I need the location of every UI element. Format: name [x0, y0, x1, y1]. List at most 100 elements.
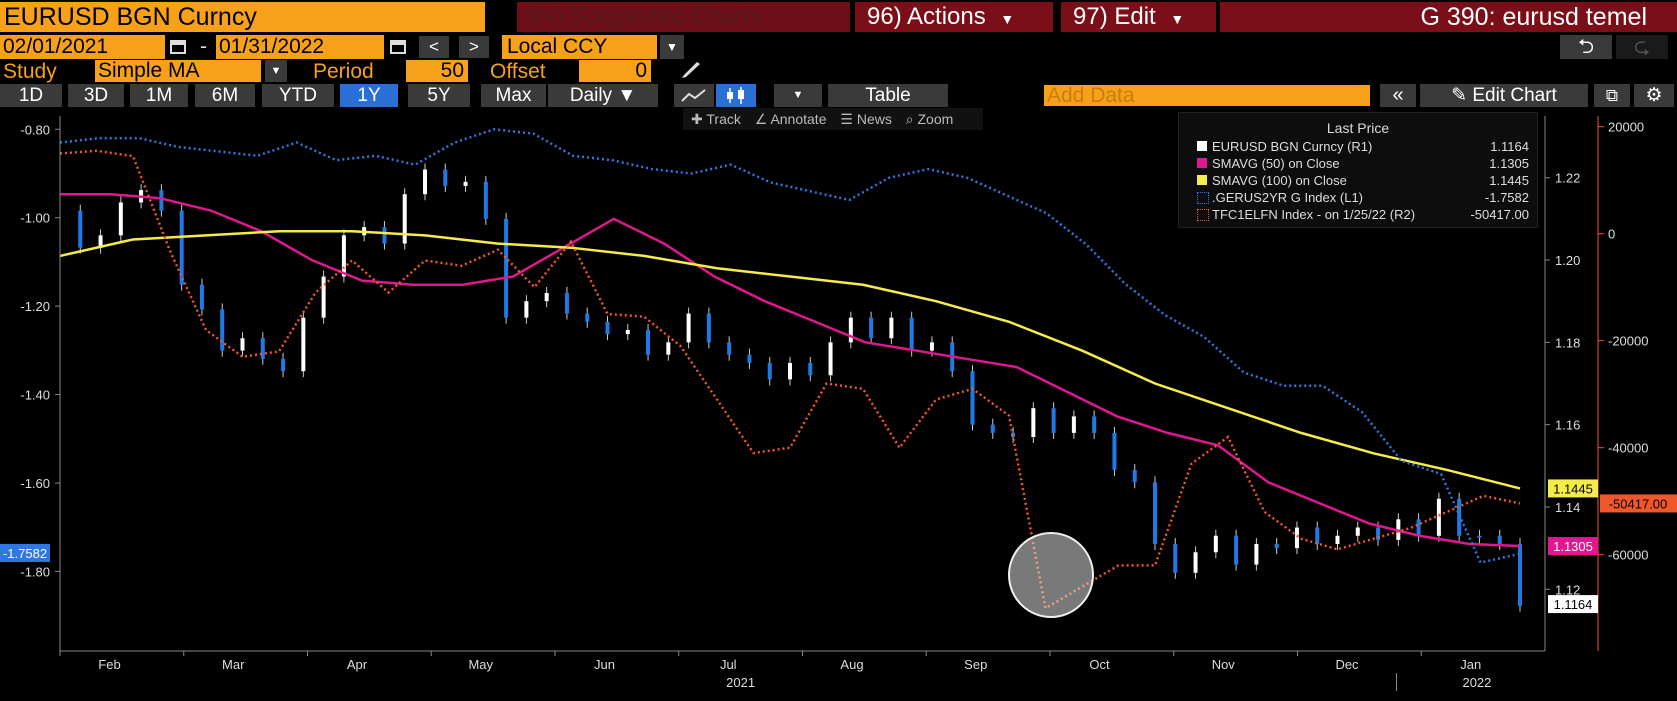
- range-button-1y[interactable]: 1Y: [340, 84, 398, 107]
- highlight-circle: [1008, 532, 1094, 618]
- range-bar: 1D 3D 1M 6M YTD 1Y 5Y Max Daily ▼ ▼ Table Add D…: [0, 84, 1677, 107]
- calendar-icon[interactable]: [168, 37, 190, 57]
- frequency-select[interactable]: Daily ▼: [548, 84, 658, 107]
- legend-entry[interactable]: TFC1ELFN Index - on 1/25/22 (R2) -50417.0…: [1179, 206, 1537, 223]
- header-bar: EURUSD BGN Curncy 94) Suggested Charts 9…: [0, 0, 1677, 34]
- chart-title: G 390: eurusd temel: [1220, 2, 1677, 32]
- next-period-button[interactable]: >: [459, 36, 489, 58]
- calendar-icon[interactable]: [388, 37, 410, 57]
- legend-entry[interactable]: SMAVG (50) on Close 1.1305: [1179, 155, 1537, 172]
- pencil-icon[interactable]: [678, 60, 704, 82]
- end-date-input[interactable]: 01/31/2022: [216, 35, 384, 59]
- legend-name: EURUSD BGN Curncy (R1): [1212, 139, 1373, 154]
- edit-chart-button[interactable]: ✎ Edit Chart: [1420, 84, 1588, 107]
- candlestick-icon[interactable]: [716, 84, 756, 107]
- line-chart-icon[interactable]: [674, 84, 714, 107]
- legend-value: 1.1164: [1490, 139, 1529, 154]
- magnifier-icon: ⌕: [905, 111, 914, 127]
- range-button-1m[interactable]: 1M: [130, 84, 188, 107]
- x-tick-label: Jul: [720, 657, 737, 672]
- sma100-value-marker: 1.1445: [1548, 479, 1598, 498]
- x-tick-label: Apr: [347, 657, 368, 672]
- candle-body: [625, 330, 630, 335]
- period-input[interactable]: 50: [406, 60, 468, 82]
- candle-body: [1457, 498, 1462, 536]
- legend-value: -1.7582: [1484, 190, 1529, 205]
- actions-menu[interactable]: 96) Actions ▼: [855, 2, 1053, 32]
- left-tick-label: -1.40: [20, 388, 50, 403]
- legend-swatch: [1197, 175, 1207, 185]
- range-button-1d[interactable]: 1D: [0, 84, 62, 107]
- range-button-6m[interactable]: 6M: [195, 84, 255, 107]
- add-data-input[interactable]: Add Data: [1044, 85, 1370, 106]
- collapse-icon[interactable]: «: [1380, 84, 1416, 107]
- candle-body: [1193, 552, 1198, 573]
- prev-period-button[interactable]: <: [419, 36, 449, 58]
- annotate-button[interactable]: ∠ Annotate: [755, 111, 831, 127]
- right1-tick-label: 1.18: [1555, 335, 1580, 350]
- pencil-icon: ✎: [1451, 85, 1468, 106]
- candle-body: [666, 342, 671, 355]
- track-button[interactable]: ✚ Track: [691, 111, 745, 127]
- zoom-button[interactable]: ⌕ Zoom: [906, 111, 954, 127]
- range-button-5y[interactable]: 5Y: [408, 84, 470, 107]
- study-select[interactable]: Simple MA: [95, 60, 261, 82]
- news-icon: ☰: [840, 111, 853, 127]
- range-button-max[interactable]: Max: [481, 84, 546, 107]
- candle-body: [301, 317, 306, 372]
- left-value-marker-text: -1.7582: [3, 546, 47, 561]
- legend-swatch: [1197, 209, 1209, 221]
- start-date-input[interactable]: 02/01/2021: [0, 35, 165, 59]
- price-chart[interactable]: -0.80 -1.00 -1.20 -1.40 -1.60 -1.80 1.22 1.20 1.…: [0, 111, 1677, 701]
- candle-body: [402, 194, 407, 244]
- edit-menu[interactable]: 97) Edit ▼: [1061, 2, 1216, 32]
- period-label: Period: [313, 60, 374, 83]
- date-separator: -: [200, 35, 207, 58]
- redo-button[interactable]: ⮎: [1616, 35, 1668, 59]
- news-label: News: [856, 111, 892, 127]
- x-tick-label: Jan: [1460, 657, 1481, 672]
- currency-select[interactable]: Local CCY: [502, 35, 657, 59]
- chevron-down-icon[interactable]: ▼: [660, 35, 684, 59]
- legend-entry[interactable]: SMAVG (100) on Close 1.1445: [1179, 172, 1537, 189]
- candle-body: [889, 317, 894, 339]
- candle-body: [463, 181, 468, 186]
- gear-icon[interactable]: ⚙: [1634, 84, 1674, 107]
- right1-tick-label: 1.22: [1555, 171, 1580, 186]
- candle-body: [1071, 416, 1076, 433]
- security-field[interactable]: EURUSD BGN Curncy: [0, 2, 485, 32]
- chart-style-icon[interactable]: ⧉: [1594, 84, 1630, 107]
- right2-tick-label: -60000: [1608, 548, 1648, 563]
- candle-body: [1254, 544, 1259, 565]
- legend-entry[interactable]: .GERUS2YR G Index (L1) -1.7582: [1179, 189, 1537, 206]
- candle-body: [524, 301, 529, 318]
- range-button-ytd[interactable]: YTD: [262, 84, 334, 107]
- legend-entry[interactable]: EURUSD BGN Curncy (R1) 1.1164: [1179, 138, 1537, 155]
- legend-title: Last Price: [1326, 120, 1390, 136]
- x-tick-label: Dec: [1335, 657, 1359, 672]
- right1-tick-label: 1.12: [1555, 582, 1580, 597]
- news-button[interactable]: ☰ News: [840, 111, 895, 127]
- candle-body: [1051, 408, 1056, 433]
- candle-body: [179, 210, 184, 285]
- suggested-charts-button[interactable]: 94) Suggested Charts: [517, 2, 850, 32]
- candle-body: [1092, 416, 1097, 433]
- study-bar: Study Simple MA ▼ Period 50 Offset 0: [0, 60, 1677, 83]
- series-line-smavg-50-on-close: [60, 192, 1521, 548]
- table-button[interactable]: Table: [828, 84, 948, 107]
- chevron-down-icon[interactable]: ▼: [774, 84, 822, 107]
- candle-body: [78, 210, 83, 248]
- right2-tick-label: 0: [1608, 227, 1615, 242]
- undo-button[interactable]: ⮌: [1560, 35, 1612, 59]
- candle-body: [1416, 519, 1421, 536]
- edit-chart-label: Edit Chart: [1472, 85, 1557, 106]
- candle-body: [483, 181, 488, 219]
- range-button-3d[interactable]: 3D: [68, 84, 124, 107]
- series-line-tfc1elfn-index: [59, 149, 1521, 611]
- r2-value-marker: -50417.00: [1600, 494, 1677, 513]
- chevron-down-icon[interactable]: ▼: [265, 60, 287, 82]
- offset-input[interactable]: 0: [579, 60, 651, 82]
- candle-body: [646, 330, 651, 355]
- study-label: Study: [3, 60, 57, 83]
- x-tick-label: Mar: [222, 657, 245, 672]
